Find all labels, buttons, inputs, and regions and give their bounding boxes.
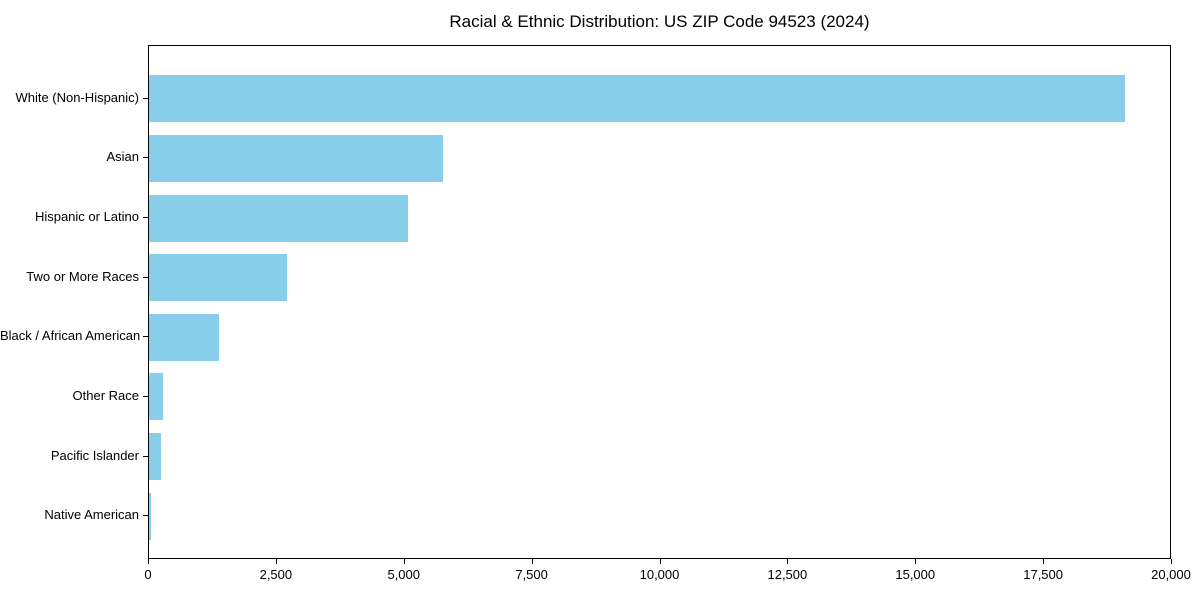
y-tick-label: Asian	[106, 149, 139, 165]
x-tick-mark	[403, 559, 405, 564]
y-tick-mark	[143, 276, 148, 278]
y-tick-label: Native American	[44, 507, 139, 523]
y-tick-mark	[143, 395, 148, 397]
y-tick-label: Two or More Races	[26, 268, 139, 284]
chart-title: Racial & Ethnic Distribution: US ZIP Cod…	[449, 12, 870, 31]
bar	[149, 373, 164, 421]
y-tick-mark	[143, 157, 148, 159]
x-tick-label: 0	[144, 567, 152, 582]
y-tick-label: White (Non-Hispanic)	[15, 89, 139, 105]
bar	[149, 194, 408, 242]
x-tick-mark	[1043, 559, 1045, 564]
y-tick-mark	[143, 455, 148, 457]
x-tick-mark	[1171, 559, 1172, 564]
bar	[149, 254, 287, 302]
x-tick-mark	[787, 559, 789, 564]
x-tick-label: 20,000	[1151, 567, 1191, 582]
bar	[149, 492, 151, 540]
y-tick-label: Hispanic or Latino	[34, 209, 139, 225]
bar	[149, 313, 220, 361]
x-tick-label: 7,500	[515, 567, 548, 582]
x-tick-label: 12,500	[767, 567, 808, 582]
x-tick-mark	[915, 559, 917, 564]
bar	[149, 134, 443, 182]
plot-area	[148, 45, 1171, 559]
x-tick-mark	[148, 559, 149, 564]
y-tick-mark	[143, 97, 148, 99]
x-tick-mark	[659, 559, 661, 564]
y-tick-mark	[143, 217, 148, 219]
bar	[149, 433, 162, 481]
bar	[149, 75, 1125, 123]
y-tick-mark	[143, 515, 148, 517]
y-tick-label: Pacific Islander	[50, 447, 139, 463]
x-tick-label: 2,500	[259, 567, 293, 582]
x-tick-mark	[275, 559, 277, 564]
x-tick-mark	[531, 559, 533, 564]
y-tick-label: Black / African American	[0, 328, 141, 344]
y-tick-label: Other Race	[72, 387, 139, 403]
x-tick-label: 10,000	[639, 567, 680, 582]
x-tick-label: 17,500	[1023, 567, 1063, 582]
y-tick-mark	[143, 336, 148, 338]
x-tick-label: 15,000	[895, 567, 936, 582]
x-tick-label: 5,000	[387, 567, 421, 582]
